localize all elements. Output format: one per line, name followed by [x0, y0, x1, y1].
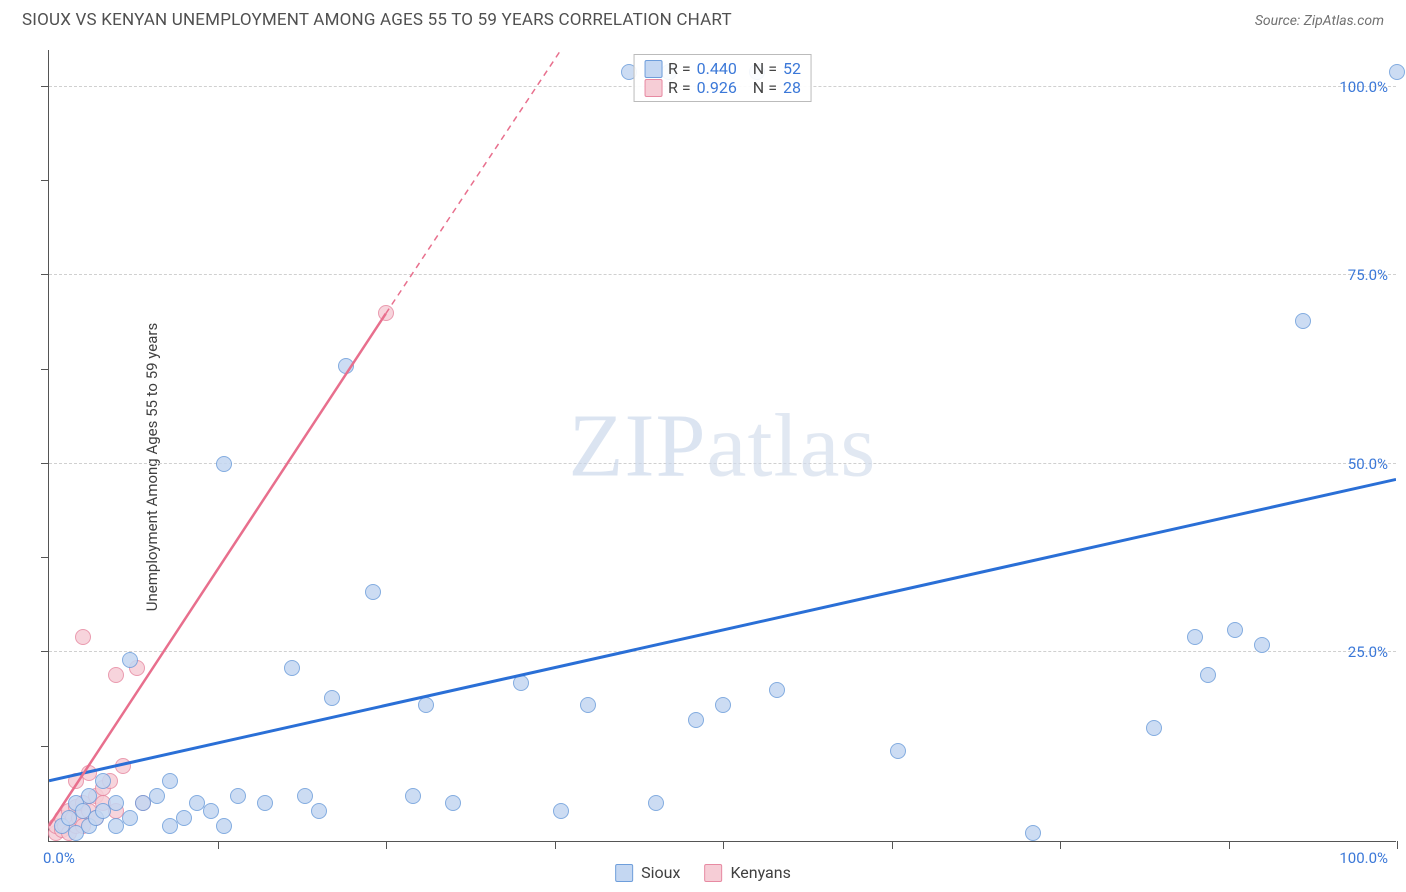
x-tick [723, 841, 724, 849]
y-tick [41, 557, 49, 558]
sioux-point [95, 773, 111, 789]
sioux-point [1389, 64, 1405, 80]
sioux-point [203, 803, 219, 819]
x-axis-start-label: 0.0% [43, 849, 75, 867]
x-tick [892, 841, 893, 849]
sioux-point [284, 660, 300, 676]
x-tick [1397, 841, 1398, 849]
chart-container: Unemployment Among Ages 55 to 59 years Z… [0, 42, 1406, 892]
r-label: R = [668, 78, 691, 97]
legend-row-kenyans: R = 0.926 N = 28 [644, 78, 801, 97]
sioux-point [311, 803, 327, 819]
kenyans-point [378, 305, 394, 321]
sioux-point [1295, 313, 1311, 329]
legend-row-sioux: R = 0.440 N = 52 [644, 59, 801, 78]
gridline [49, 463, 1396, 464]
sioux-point [297, 788, 313, 804]
r-value-sioux: 0.440 [697, 59, 737, 78]
sioux-point [122, 810, 138, 826]
x-tick [218, 841, 219, 849]
kenyans-point [115, 758, 131, 774]
y-tick [41, 86, 49, 87]
sioux-point [1187, 629, 1203, 645]
source-attribution: Source: ZipAtlas.com [1255, 13, 1384, 29]
sioux-point [1200, 667, 1216, 683]
sioux-point [216, 456, 232, 472]
y-tick-label: 25.0% [1348, 643, 1388, 661]
x-tick [555, 841, 556, 849]
x-tick [1060, 841, 1061, 849]
sioux-point [257, 795, 273, 811]
chart-title: SIOUX VS KENYAN UNEMPLOYMENT AMONG AGES … [22, 10, 732, 30]
y-tick [41, 180, 49, 181]
sioux-point [216, 818, 232, 834]
legend-correlation: R = 0.440 N = 52 R = 0.926 N = 28 [633, 54, 812, 102]
trend-lines [49, 50, 1396, 841]
y-tick-label: 100.0% [1339, 78, 1388, 96]
r-value-kenyans: 0.926 [697, 78, 737, 97]
legend-series: Sioux Kenyans [615, 863, 791, 882]
sioux-point [108, 795, 124, 811]
sioux-point [162, 773, 178, 789]
r-label: R = [668, 59, 691, 78]
sioux-point [365, 584, 381, 600]
swatch-sioux [644, 60, 662, 78]
y-tick [41, 274, 49, 275]
kenyans-point [75, 629, 91, 645]
sioux-point [688, 712, 704, 728]
sioux-point [1227, 622, 1243, 638]
y-tick [41, 651, 49, 652]
legend-item-sioux: Sioux [615, 863, 680, 882]
sioux-point [1025, 825, 1041, 841]
sioux-point [1254, 637, 1270, 653]
gridline [49, 274, 1396, 275]
sioux-point [405, 788, 421, 804]
sioux-point [176, 810, 192, 826]
swatch-kenyans-bottom [704, 864, 722, 882]
sioux-point [553, 803, 569, 819]
n-value-kenyans: 28 [783, 78, 801, 97]
sioux-point [769, 682, 785, 698]
y-tick [41, 463, 49, 464]
sioux-point [81, 788, 97, 804]
x-tick [1229, 841, 1230, 849]
sioux-point [418, 697, 434, 713]
y-tick-label: 75.0% [1348, 266, 1388, 284]
plot-area: ZIPatlas R = 0.440 N = 52 R = 0.926 N = … [48, 50, 1396, 842]
sioux-point [324, 690, 340, 706]
y-tick [41, 369, 49, 370]
kenyans-point [108, 667, 124, 683]
sioux-point [580, 697, 596, 713]
legend-label-sioux: Sioux [641, 863, 680, 882]
watermark: ZIPatlas [569, 394, 877, 497]
swatch-kenyans [644, 79, 662, 97]
x-tick [386, 841, 387, 849]
y-tick-label: 50.0% [1348, 455, 1388, 473]
sioux-point [1146, 720, 1162, 736]
sioux-point [122, 652, 138, 668]
n-label: N = [753, 59, 777, 78]
y-tick [41, 746, 49, 747]
sioux-point [513, 675, 529, 691]
sioux-point [445, 795, 461, 811]
sioux-point [149, 788, 165, 804]
sioux-point [230, 788, 246, 804]
sioux-point [648, 795, 664, 811]
gridline [49, 651, 1396, 652]
x-axis-end-label: 100.0% [1339, 849, 1388, 867]
sioux-point [338, 358, 354, 374]
swatch-sioux-bottom [615, 864, 633, 882]
n-value-sioux: 52 [783, 59, 801, 78]
sioux-point [715, 697, 731, 713]
sioux-point [890, 743, 906, 759]
n-label: N = [753, 78, 777, 97]
legend-item-kenyans: Kenyans [704, 863, 790, 882]
legend-label-kenyans: Kenyans [730, 863, 790, 882]
